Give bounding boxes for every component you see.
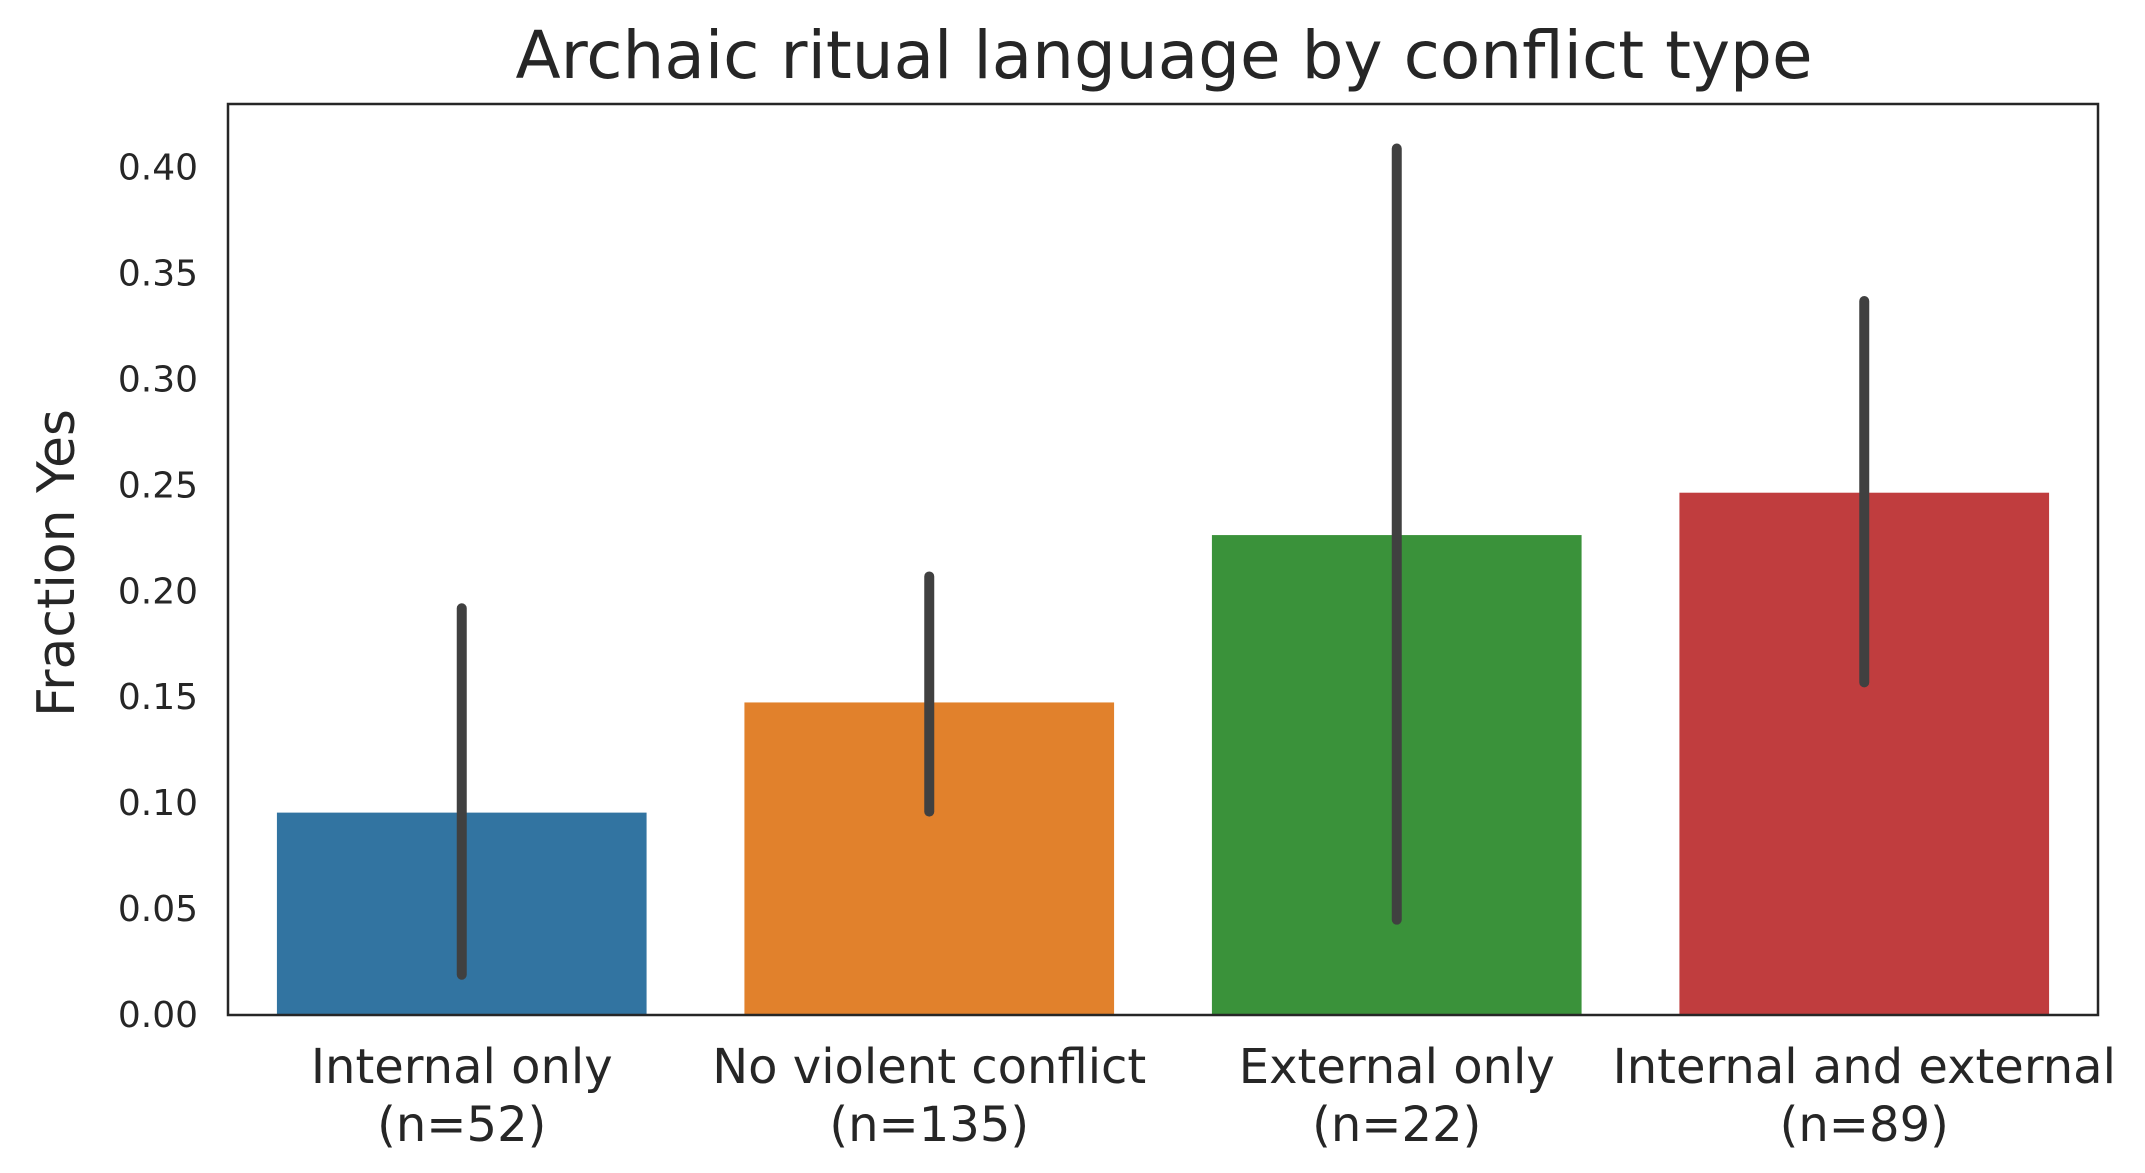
y-tick-label: 0.10 bbox=[118, 783, 198, 824]
chart-title: Archaic ritual language by conflict type bbox=[515, 17, 1812, 94]
y-tick-label: 0.40 bbox=[118, 148, 198, 189]
x-tick-sample-size: (n=135) bbox=[829, 1097, 1029, 1153]
y-tick-label: 0.30 bbox=[118, 359, 198, 400]
x-tick-label: No violent conflict bbox=[712, 1039, 1146, 1095]
plot-frame bbox=[226, 102, 2100, 1017]
y-tick-label: 0.05 bbox=[118, 889, 198, 930]
x-tick-label: Internal only bbox=[311, 1039, 613, 1095]
y-tick-label: 0.00 bbox=[118, 995, 198, 1036]
x-tick-sample-size: (n=22) bbox=[1312, 1097, 1481, 1153]
y-tick-label: 0.20 bbox=[118, 571, 198, 612]
x-tick-sample-size: (n=89) bbox=[1780, 1097, 1949, 1153]
x-tick-sample-size: (n=52) bbox=[377, 1097, 546, 1153]
x-tick-label: External only bbox=[1239, 1039, 1555, 1095]
y-tick-label: 0.15 bbox=[118, 677, 198, 718]
y-tick-label: 0.25 bbox=[118, 465, 198, 506]
x-tick-label: Internal and external bbox=[1613, 1039, 2116, 1095]
y-tick-label: 0.35 bbox=[118, 253, 198, 294]
plot-area: 0.00 0.05 0.10 0.15 0.20 0.25 0.30 0.35 0.40 Inte… bbox=[118, 102, 2116, 1153]
y-axis-label: Fraction Yes bbox=[27, 409, 87, 717]
